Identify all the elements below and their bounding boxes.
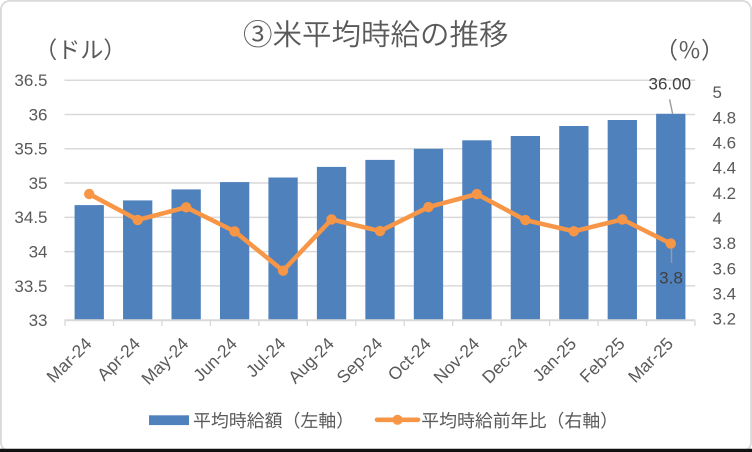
svg-text:36.5: 36.5 xyxy=(14,71,47,90)
svg-text:4.2: 4.2 xyxy=(713,184,737,203)
svg-text:3.8: 3.8 xyxy=(713,234,737,253)
svg-text:5: 5 xyxy=(713,83,722,102)
svg-text:34.5: 34.5 xyxy=(14,208,47,227)
svg-text:4: 4 xyxy=(713,209,722,228)
svg-text:34: 34 xyxy=(29,243,48,262)
svg-text:4.6: 4.6 xyxy=(713,133,737,152)
svg-text:36.00: 36.00 xyxy=(649,75,692,94)
svg-text:3.2: 3.2 xyxy=(713,310,737,329)
svg-text:4.4: 4.4 xyxy=(713,159,737,178)
svg-text:35.5: 35.5 xyxy=(14,140,47,159)
svg-text:3.6: 3.6 xyxy=(713,259,737,278)
svg-text:33.5: 33.5 xyxy=(14,277,47,296)
svg-text:36: 36 xyxy=(29,105,48,124)
svg-text:35: 35 xyxy=(29,174,48,193)
svg-text:3.4: 3.4 xyxy=(713,285,737,304)
svg-text:33: 33 xyxy=(29,311,48,330)
svg-text:4.8: 4.8 xyxy=(713,108,737,127)
svg-text:3.8: 3.8 xyxy=(659,268,683,287)
